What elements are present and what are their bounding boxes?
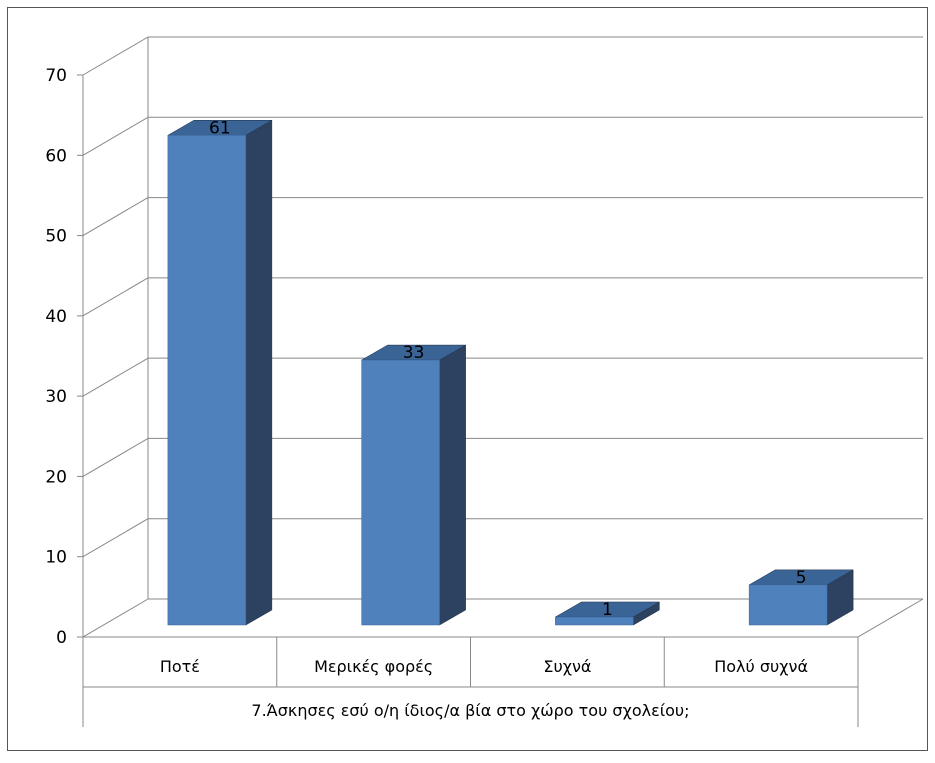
side-wall-line xyxy=(82,598,149,638)
bar-front xyxy=(167,135,247,626)
side-wall-line xyxy=(82,36,149,76)
data-label: 1 xyxy=(602,600,613,620)
y-tick-label: 50 xyxy=(45,227,67,247)
y-tick-label: 20 xyxy=(45,467,67,487)
bar-front xyxy=(748,584,828,626)
side-wall-line xyxy=(82,518,149,558)
y-tick-label: 40 xyxy=(45,307,67,327)
x-axis-title: 7.Άσκησες εσύ ο/η ίδιος/α βία στο χώρο τ… xyxy=(251,701,689,720)
bar xyxy=(748,569,855,626)
side-wall-line xyxy=(82,437,149,477)
bar-side xyxy=(245,119,273,626)
y-tick-label: 10 xyxy=(45,548,67,568)
x-category-label: Ποτέ xyxy=(160,657,200,676)
y-tick-label: 30 xyxy=(45,387,67,407)
x-category-label: Μερικές φορές xyxy=(314,657,433,676)
floor-right-edge xyxy=(857,598,924,638)
bar xyxy=(166,119,273,626)
y-tick-label: 0 xyxy=(56,628,67,648)
side-wall-line xyxy=(82,116,149,156)
bar xyxy=(360,344,467,626)
y-tick-label: 70 xyxy=(45,66,67,86)
y-tick-label: 60 xyxy=(45,146,67,166)
x-category-label: Συχνά xyxy=(543,657,591,676)
data-label: 5 xyxy=(796,568,807,588)
data-label: 33 xyxy=(403,343,425,363)
bar xyxy=(554,601,661,626)
bar-front xyxy=(361,359,440,626)
side-wall-line xyxy=(82,197,149,237)
bar-side xyxy=(439,344,466,626)
chart-frame xyxy=(7,7,928,751)
x-category-label: Πολύ συχνά xyxy=(714,657,808,676)
side-wall-line xyxy=(82,277,149,317)
data-label: 61 xyxy=(209,118,231,138)
bar-front xyxy=(555,616,634,626)
side-wall-line xyxy=(82,357,149,397)
